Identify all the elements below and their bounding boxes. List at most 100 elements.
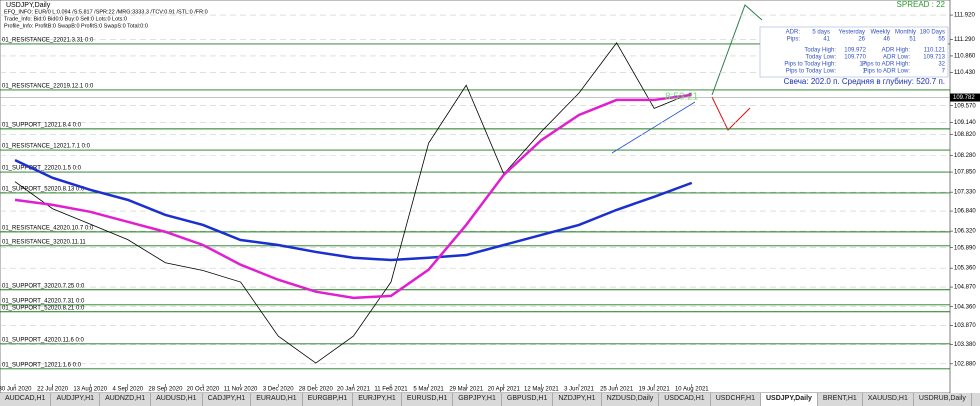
price-line: [14, 42, 692, 364]
tab[interactable]: GBPUSD,H1: [502, 393, 554, 406]
panel-cell: 55: [938, 37, 945, 43]
tab[interactable]: EURUSD,H1: [402, 393, 454, 406]
price-box-label: 109.782: [953, 95, 975, 101]
panel-cell: ADR:: [786, 30, 801, 36]
y-tick-label: 105.360: [954, 266, 976, 272]
level-label: 01_RESISTANCE_22021.3.31 0:0: [2, 38, 94, 44]
panel-cell: ADR Low:: [883, 55, 910, 61]
x-tick-label: 20 Jan 2021: [337, 387, 371, 393]
x-tick-label: 25 Jun 2021: [600, 387, 634, 393]
level-label: 01_SUPPORT_52020.8.13 0:0: [2, 186, 85, 192]
moving-average: [14, 158, 693, 262]
x-tick-label: 4 Sep 2020: [112, 387, 143, 393]
tab[interactable]: EURAUD,H1: [251, 393, 303, 406]
level-label: 01_RESISTANCE_12021.7.1 0:0: [2, 144, 91, 150]
panel-cell: 32: [938, 62, 945, 68]
y-tick-label: 108.280: [954, 153, 976, 159]
y-tick-label: 106.840: [954, 209, 976, 215]
y-tick-label: 110.430: [954, 70, 976, 76]
timer: 8:53:21: [665, 92, 699, 103]
tab[interactable]: CADJPY,H1: [203, 393, 252, 406]
forecast-up: [711, 4, 763, 96]
level-label: 01_RESISTANCE_42020.10.7 0:0: [2, 225, 94, 231]
forecast-down: [711, 96, 751, 131]
level-label: 01_SUPPORT_12021.8.4 0:0: [2, 122, 82, 128]
tab-bar: AUDCAD,H1 AUDJPY,H1 AUDNZD,H1 AUDUSD,H1 CADJ…: [0, 393, 980, 406]
tab[interactable]: EURGBP,H1: [303, 393, 354, 406]
tab[interactable]: EURJPY,H1: [353, 393, 402, 406]
panel-cell: Weekly: [870, 30, 890, 36]
y-tick-label: 109.140: [954, 120, 976, 126]
info-line: Trade_Info: Bid:0 Bid0:0 Buy:0 Sell:0 Lo…: [4, 16, 127, 22]
tab[interactable]: AUDJPY,H1: [51, 393, 101, 406]
panel-cell: Yesterday: [839, 30, 865, 36]
x-tick-label: 3 Jun 2021: [564, 387, 594, 393]
x-tick-label: 11 Feb 2021: [374, 387, 408, 393]
tab[interactable]: USDCAD,H1: [659, 393, 711, 406]
price-box: [950, 93, 980, 102]
x-tick-label: 20 Oct 2020: [187, 387, 220, 393]
panel-cell: Pips to Today Low:: [786, 69, 837, 75]
x-tick-label: 19 Jul 2021: [639, 387, 671, 393]
x-tick-label: 13 Aug 2020: [73, 387, 107, 393]
panel-cell: ADR High:: [882, 48, 911, 54]
x-tick-label: 22 Jul 2020: [37, 387, 69, 393]
tab[interactable]: AUDUSD,H1: [151, 393, 203, 406]
y-tick-label: 111.290: [954, 37, 975, 43]
y-tick-label: 106.320: [954, 229, 976, 235]
y-tick-label: 104.870: [954, 285, 976, 291]
x-tick-label: 12 May 2021: [524, 387, 559, 393]
trend-line: [611, 101, 696, 154]
info-line: Profile_Info: ProfitB:0 SwapB:0 ProfitS:…: [4, 23, 148, 29]
x-tick-label: 11 Nov 2020: [224, 387, 258, 393]
panel-cell: 5 days: [812, 30, 830, 36]
y-tick-label: 103.380: [954, 342, 976, 348]
chart: 111.920 111.290 110.860 110.430 109.570 109.1…: [0, 0, 980, 394]
panel-cell: 46: [883, 37, 890, 43]
panel-cell: 110.121: [924, 48, 946, 54]
x-tick-label: 28 Sep 2020: [148, 387, 183, 393]
panel-cell: Pips to Today High:: [784, 62, 836, 68]
panel-cell: 7: [942, 69, 946, 75]
tab[interactable]: NZDJPY,H1: [553, 393, 602, 406]
panel-cell: 109.770: [844, 55, 866, 61]
x-tick-label: 10 Aug 2021: [675, 387, 709, 393]
y-tick-label: 107.330: [954, 190, 976, 196]
panel-cell: Today Low:: [806, 55, 837, 61]
panel-cell: 109.713: [923, 55, 945, 61]
x-tick-label: 20 Apr 2021: [488, 387, 521, 393]
panel-cell: 51: [909, 37, 916, 43]
panel-cell: Monthly: [895, 30, 916, 36]
x-tick-label: 29 Mar 2021: [449, 387, 483, 393]
tab[interactable]: GBPJPY,H1: [453, 393, 502, 406]
spread: SPREAD : 22: [897, 0, 946, 9]
panel-cell: Pips:: [787, 37, 801, 43]
x-tick-label: 3 Dec 2020: [263, 387, 294, 393]
tab[interactable]: XAUUSD,H1: [863, 393, 914, 406]
panel-cell: 41: [823, 37, 830, 43]
y-tick-label: 104.360: [954, 304, 976, 310]
tab[interactable]: AUDCAD,H1: [0, 393, 52, 406]
panel-cell: Today High:: [804, 48, 836, 54]
panel-cell: 26: [858, 37, 865, 43]
tab[interactable]: NZDUSD,Daily: [602, 393, 660, 406]
level-label: 01_RESISTANCE_32020.11.11: [2, 239, 86, 245]
tab[interactable]: USDCHF,H1: [711, 393, 761, 406]
tab[interactable]: USDJPY,Daily: [761, 393, 818, 406]
y-tick-label: 103.870: [954, 323, 976, 329]
panel-cell: 109.972: [844, 48, 866, 54]
tab[interactable]: BRENT,H1: [818, 393, 863, 406]
y-tick-label: 111.920: [954, 13, 975, 19]
level-label: 01_SUPPORT_42020.11.6 0:0: [2, 337, 84, 343]
tab[interactable]: AUDNZD,H1: [100, 393, 152, 406]
y-tick-label: 110.860: [954, 54, 976, 60]
panel-cell: 180 Days: [920, 30, 945, 36]
panel-cell: Pips to ADR Low:: [863, 69, 910, 75]
panel-cell: Pips to ADR High:: [862, 62, 910, 68]
panel-cell: 1: [863, 69, 867, 75]
tab[interactable]: USDRUB,Daily: [914, 393, 972, 406]
level-label: 01_SUPPORT_22020.1.5 0:0: [2, 166, 82, 172]
candle-info: Свеча: 202.0 п. Средняя в глубину: 520.7…: [784, 77, 945, 86]
y-tick-label: 108.820: [954, 132, 976, 138]
